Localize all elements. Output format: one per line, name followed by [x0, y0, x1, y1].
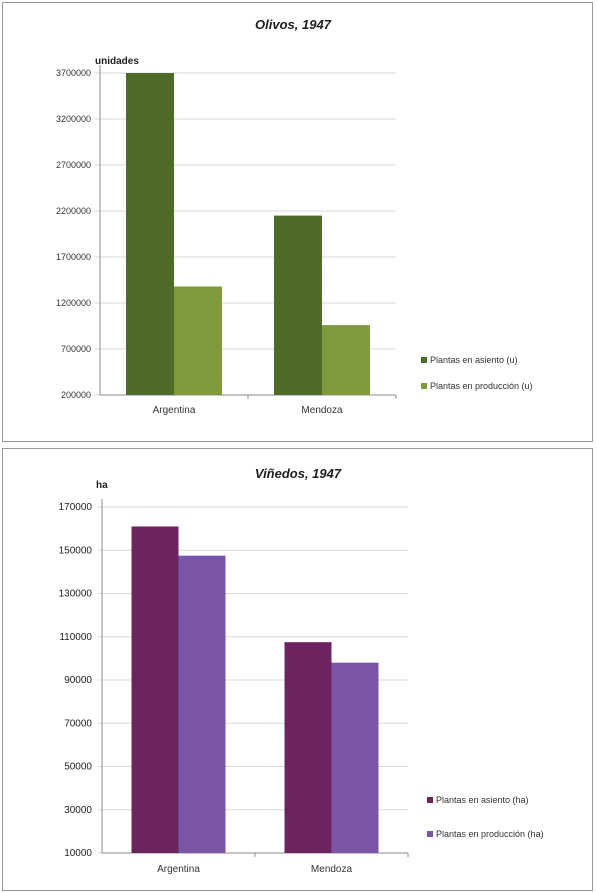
- y-axis-unit-label: unidades: [95, 56, 139, 67]
- y-tick-label: 3700000: [56, 68, 91, 78]
- legend-swatch: [427, 831, 433, 837]
- bar-mendoza-series-2: [322, 325, 370, 395]
- y-tick-label: 70000: [64, 718, 92, 729]
- chart-title: Viñedos, 1947: [255, 466, 342, 481]
- x-category-label: Argentina: [157, 864, 200, 875]
- legend-label: Plantas en asiento (u): [430, 355, 518, 365]
- x-category-label: Argentina: [153, 405, 196, 416]
- bar-mendoza-series-1: [274, 215, 322, 395]
- y-tick-label: 200000: [61, 390, 91, 400]
- y-tick-label: 130000: [59, 589, 93, 600]
- bar-mendoza-series-1: [284, 642, 332, 853]
- bar-mendoza-series-2: [331, 662, 379, 853]
- y-tick-label: 50000: [64, 762, 92, 773]
- legend-label: Plantas en producción (ha): [436, 829, 544, 839]
- y-tick-label: 10000: [64, 848, 92, 859]
- bar-argentina-series-1: [131, 526, 179, 853]
- legend-label: Plantas en producción (u): [430, 381, 533, 391]
- y-tick-label: 2700000: [56, 160, 91, 170]
- y-axis-unit-label: ha: [96, 480, 108, 491]
- y-tick-label: 1700000: [56, 252, 91, 262]
- y-tick-label: 2200000: [56, 206, 91, 216]
- x-category-label: Mendoza: [311, 864, 353, 875]
- legend-swatch: [421, 383, 427, 389]
- chart-vinedos-panel: Viñedos, 1947 ha 170000 150000 130000 110000 9…: [2, 448, 593, 891]
- x-category-label: Mendoza: [301, 405, 343, 416]
- y-tick-label: 110000: [59, 632, 92, 643]
- legend-label: Plantas en asiento (ha): [436, 795, 529, 805]
- legend-swatch: [421, 357, 427, 363]
- chart-olivos-panel: Olivos, 1947 unidades 3700000 3200000 270000…: [2, 2, 593, 442]
- y-tick-label: 170000: [59, 502, 93, 513]
- y-tick-label: 1200000: [56, 298, 91, 308]
- y-tick-label: 90000: [64, 675, 92, 686]
- bar-argentina-series-1: [126, 73, 174, 395]
- y-tick-label: 30000: [64, 805, 92, 816]
- legend-swatch: [427, 797, 433, 803]
- bar-argentina-series-2: [174, 286, 222, 395]
- y-tick-label: 3200000: [56, 114, 91, 124]
- chart-title: Olivos, 1947: [255, 17, 332, 32]
- chart-olivos: Olivos, 1947 unidades 3700000 3200000 270000…: [56, 17, 533, 416]
- bar-argentina-series-2: [178, 555, 226, 853]
- y-tick-label: 700000: [61, 344, 91, 354]
- y-tick-label: 150000: [59, 545, 93, 556]
